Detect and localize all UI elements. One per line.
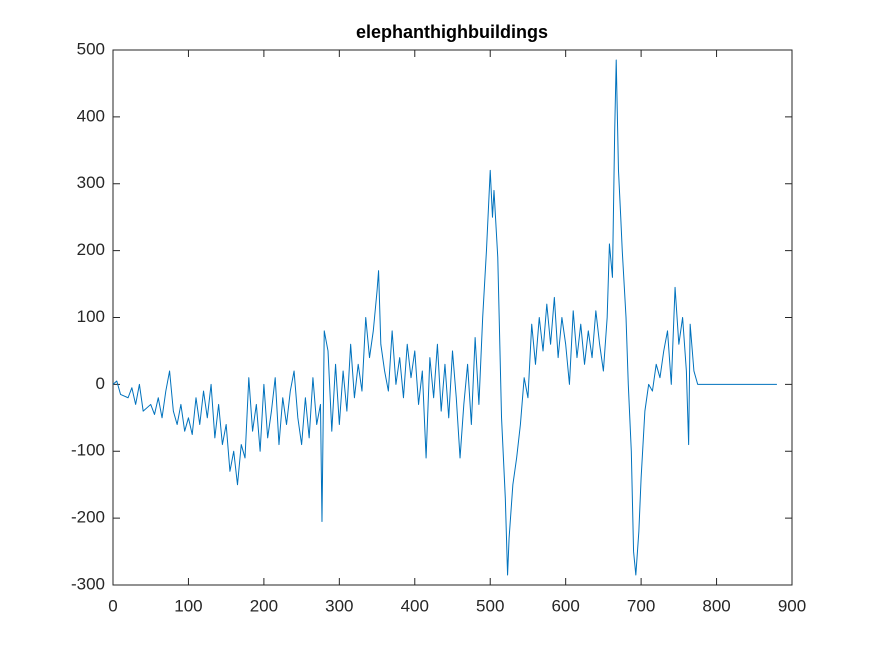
y-tick-label: 300 [77,173,105,192]
x-tick-label: 900 [778,596,806,615]
data-line [112,59,777,576]
x-tick-label: 400 [401,596,429,615]
y-tick-label: -300 [71,574,105,593]
y-tick-label: 400 [77,106,105,125]
y-tick-label: 500 [77,39,105,58]
x-tick-label: 800 [702,596,730,615]
x-tick-label: 300 [325,596,353,615]
y-tick-label: -200 [71,508,105,527]
x-tick-label: 200 [250,596,278,615]
x-tick-label: 100 [174,596,202,615]
x-tick-label: 500 [476,596,504,615]
x-tick-label: 600 [551,596,579,615]
chart-title: elephanthighbuildings [356,22,548,42]
x-tick-label: 700 [627,596,655,615]
x-tick-label: 0 [108,596,117,615]
y-tick-label: 100 [77,307,105,326]
axes-box [112,49,793,586]
y-tick-label: 200 [77,240,105,259]
y-tick-label: 0 [96,374,105,393]
y-tick-label: -100 [71,441,105,460]
